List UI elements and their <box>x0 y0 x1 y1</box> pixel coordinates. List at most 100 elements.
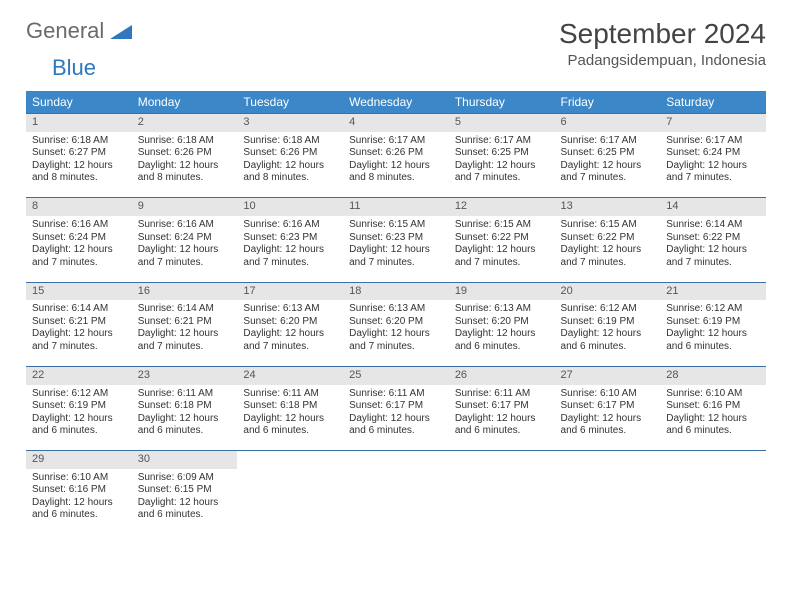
day-detail-cell: Sunrise: 6:15 AMSunset: 6:23 PMDaylight:… <box>343 216 449 282</box>
daylight-text-2: and 7 minutes. <box>138 341 232 354</box>
sunrise-text: Sunrise: 6:10 AM <box>561 388 655 401</box>
daylight-text-2: and 7 minutes. <box>455 172 549 185</box>
daylight-text-1: Daylight: 12 hours <box>32 413 126 426</box>
sunset-text: Sunset: 6:24 PM <box>666 147 760 160</box>
sunset-text: Sunset: 6:26 PM <box>138 147 232 160</box>
daylight-text-1: Daylight: 12 hours <box>138 328 232 341</box>
sunset-text: Sunset: 6:16 PM <box>666 400 760 413</box>
weekday-header: Friday <box>555 91 661 114</box>
sunset-text: Sunset: 6:26 PM <box>243 147 337 160</box>
sunset-text: Sunset: 6:18 PM <box>138 400 232 413</box>
daylight-text-1: Daylight: 12 hours <box>455 160 549 173</box>
sunrise-text: Sunrise: 6:10 AM <box>666 388 760 401</box>
daylight-text-1: Daylight: 12 hours <box>349 244 443 257</box>
day-number-cell: 19 <box>449 282 555 300</box>
day-number-cell: 1 <box>26 114 132 132</box>
day-number-cell: 15 <box>26 282 132 300</box>
day-number-cell: 29 <box>26 451 132 469</box>
day-detail-cell: Sunrise: 6:11 AMSunset: 6:17 PMDaylight:… <box>343 385 449 451</box>
sunrise-text: Sunrise: 6:09 AM <box>138 472 232 485</box>
daylight-text-1: Daylight: 12 hours <box>32 244 126 257</box>
sunset-text: Sunset: 6:22 PM <box>455 232 549 245</box>
sunset-text: Sunset: 6:22 PM <box>666 232 760 245</box>
calendar-table: SundayMondayTuesdayWednesdayThursdayFrid… <box>26 91 766 535</box>
day-number-cell: 27 <box>555 366 661 384</box>
daylight-text-1: Daylight: 12 hours <box>455 244 549 257</box>
weekday-header: Sunday <box>26 91 132 114</box>
empty-cell <box>237 451 343 469</box>
day-number-cell: 16 <box>132 282 238 300</box>
daylight-text-1: Daylight: 12 hours <box>561 160 655 173</box>
daylight-text-1: Daylight: 12 hours <box>561 328 655 341</box>
daylight-text-1: Daylight: 12 hours <box>138 244 232 257</box>
sunrise-text: Sunrise: 6:17 AM <box>561 135 655 148</box>
sunrise-text: Sunrise: 6:14 AM <box>138 303 232 316</box>
sunset-text: Sunset: 6:19 PM <box>666 316 760 329</box>
weekday-header: Saturday <box>660 91 766 114</box>
day-detail-cell: Sunrise: 6:18 AMSunset: 6:26 PMDaylight:… <box>237 132 343 198</box>
daylight-text-1: Daylight: 12 hours <box>666 413 760 426</box>
sunset-text: Sunset: 6:17 PM <box>561 400 655 413</box>
sunrise-text: Sunrise: 6:13 AM <box>455 303 549 316</box>
sunrise-text: Sunrise: 6:13 AM <box>243 303 337 316</box>
sunrise-text: Sunrise: 6:17 AM <box>666 135 760 148</box>
day-detail-cell: Sunrise: 6:17 AMSunset: 6:25 PMDaylight:… <box>449 132 555 198</box>
daylight-text-1: Daylight: 12 hours <box>243 413 337 426</box>
daylight-text-2: and 7 minutes. <box>243 257 337 270</box>
day-detail-cell: Sunrise: 6:14 AMSunset: 6:22 PMDaylight:… <box>660 216 766 282</box>
weekday-header: Monday <box>132 91 238 114</box>
sunrise-text: Sunrise: 6:11 AM <box>455 388 549 401</box>
daylight-text-1: Daylight: 12 hours <box>138 497 232 510</box>
day-detail-cell: Sunrise: 6:10 AMSunset: 6:17 PMDaylight:… <box>555 385 661 451</box>
logo: General <box>26 18 132 44</box>
day-detail-cell: Sunrise: 6:11 AMSunset: 6:17 PMDaylight:… <box>449 385 555 451</box>
sunrise-text: Sunrise: 6:12 AM <box>561 303 655 316</box>
logo-triangle-icon <box>110 23 132 39</box>
empty-cell <box>555 469 661 535</box>
day-number-cell: 12 <box>449 198 555 216</box>
day-number-cell: 23 <box>132 366 238 384</box>
day-number-cell: 11 <box>343 198 449 216</box>
sunset-text: Sunset: 6:27 PM <box>32 147 126 160</box>
daylight-text-2: and 6 minutes. <box>243 425 337 438</box>
sunrise-text: Sunrise: 6:15 AM <box>349 219 443 232</box>
day-detail-cell: Sunrise: 6:12 AMSunset: 6:19 PMDaylight:… <box>660 300 766 366</box>
day-detail-cell: Sunrise: 6:16 AMSunset: 6:24 PMDaylight:… <box>132 216 238 282</box>
sunrise-text: Sunrise: 6:16 AM <box>243 219 337 232</box>
weekday-header-row: SundayMondayTuesdayWednesdayThursdayFrid… <box>26 91 766 114</box>
daylight-text-2: and 7 minutes. <box>666 172 760 185</box>
empty-cell <box>660 469 766 535</box>
day-detail-cell: Sunrise: 6:15 AMSunset: 6:22 PMDaylight:… <box>555 216 661 282</box>
day-number-cell: 14 <box>660 198 766 216</box>
day-number-cell: 7 <box>660 114 766 132</box>
sunrise-text: Sunrise: 6:11 AM <box>138 388 232 401</box>
daylight-text-1: Daylight: 12 hours <box>243 328 337 341</box>
sunrise-text: Sunrise: 6:15 AM <box>561 219 655 232</box>
day-detail-cell: Sunrise: 6:10 AMSunset: 6:16 PMDaylight:… <box>660 385 766 451</box>
day-number-cell: 22 <box>26 366 132 384</box>
sunrise-text: Sunrise: 6:18 AM <box>243 135 337 148</box>
daylight-text-1: Daylight: 12 hours <box>666 328 760 341</box>
location-label: Padangsidempuan, Indonesia <box>559 52 766 69</box>
sunrise-text: Sunrise: 6:10 AM <box>32 472 126 485</box>
empty-cell <box>449 451 555 469</box>
sunrise-text: Sunrise: 6:11 AM <box>349 388 443 401</box>
day-detail-cell: Sunrise: 6:11 AMSunset: 6:18 PMDaylight:… <box>237 385 343 451</box>
sunrise-text: Sunrise: 6:18 AM <box>138 135 232 148</box>
sunset-text: Sunset: 6:19 PM <box>561 316 655 329</box>
day-number-cell: 8 <box>26 198 132 216</box>
day-number-cell: 18 <box>343 282 449 300</box>
daylight-text-2: and 6 minutes. <box>666 341 760 354</box>
daylight-text-2: and 6 minutes. <box>455 425 549 438</box>
sunset-text: Sunset: 6:26 PM <box>349 147 443 160</box>
daylight-text-1: Daylight: 12 hours <box>138 413 232 426</box>
sunrise-text: Sunrise: 6:18 AM <box>32 135 126 148</box>
sunrise-text: Sunrise: 6:17 AM <box>455 135 549 148</box>
daylight-text-2: and 8 minutes. <box>349 172 443 185</box>
sunrise-text: Sunrise: 6:14 AM <box>666 219 760 232</box>
day-detail-cell: Sunrise: 6:15 AMSunset: 6:22 PMDaylight:… <box>449 216 555 282</box>
sunset-text: Sunset: 6:17 PM <box>349 400 443 413</box>
sunset-text: Sunset: 6:20 PM <box>455 316 549 329</box>
empty-cell <box>343 469 449 535</box>
sunrise-text: Sunrise: 6:17 AM <box>349 135 443 148</box>
